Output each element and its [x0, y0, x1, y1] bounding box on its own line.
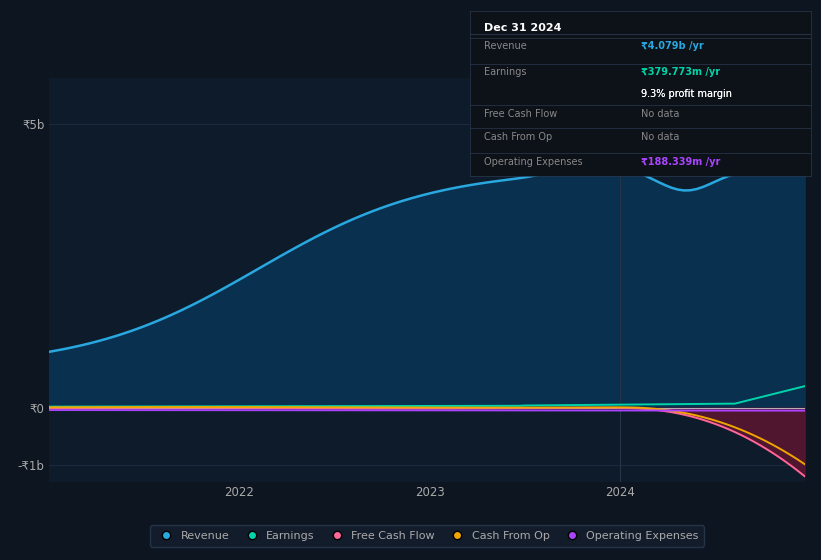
Text: Dec 31 2024: Dec 31 2024 [484, 23, 562, 33]
Legend: Revenue, Earnings, Free Cash Flow, Cash From Op, Operating Expenses: Revenue, Earnings, Free Cash Flow, Cash … [149, 525, 704, 547]
Text: No data: No data [641, 132, 679, 142]
Text: 9.3% profit margin: 9.3% profit margin [641, 89, 732, 99]
Text: Earnings: Earnings [484, 67, 526, 77]
Text: Free Cash Flow: Free Cash Flow [484, 109, 557, 119]
Text: ₹188.339m /yr: ₹188.339m /yr [641, 157, 720, 166]
Text: No data: No data [641, 109, 679, 119]
Text: ₹379.773m /yr: ₹379.773m /yr [641, 67, 720, 77]
Text: ₹4.079b /yr: ₹4.079b /yr [641, 41, 704, 51]
Text: Operating Expenses: Operating Expenses [484, 157, 583, 166]
Text: Cash From Op: Cash From Op [484, 132, 553, 142]
Text: Revenue: Revenue [484, 41, 527, 51]
Text: 9.3% profit margin: 9.3% profit margin [641, 89, 732, 99]
